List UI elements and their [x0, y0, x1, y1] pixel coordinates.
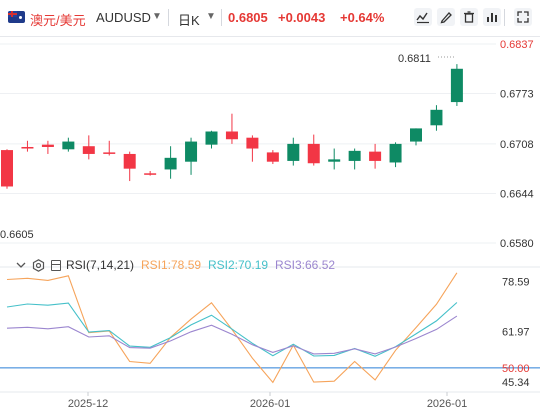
x-tick-label: 2026-01 [427, 398, 467, 410]
bar-chart-icon[interactable] [483, 8, 501, 26]
rsi-series-line-rsi2 [6, 302, 458, 357]
rsi1-legend-value: RSI1:78.59 [141, 258, 202, 272]
candle-body[interactable] [185, 141, 198, 162]
price-tick-label: 0.6580 [500, 238, 534, 250]
symbol-code[interactable]: AUDUSD [96, 10, 151, 25]
candle-body[interactable] [307, 143, 320, 164]
rsi2-legend-value: RSI2:70.19 [208, 258, 269, 272]
gear-icon[interactable] [32, 259, 45, 272]
candle-body[interactable] [328, 159, 341, 162]
rsi3-legend-value: RSI3:66.52 [275, 258, 336, 272]
rsi-tick-label: 61.97 [502, 327, 530, 339]
fullscreen-icon[interactable] [514, 8, 532, 26]
candle-body[interactable] [62, 141, 75, 150]
candle-body[interactable] [1, 150, 13, 187]
divider [168, 9, 169, 26]
price-tick-label: 0.6837 [500, 39, 534, 51]
price-tick-label: 0.6644 [500, 188, 534, 200]
x-tick-label: 2026-01 [250, 398, 290, 410]
candle-body[interactable] [389, 143, 402, 163]
last-price: 0.6805 [228, 10, 268, 25]
rsi-series-line-rsi3 [6, 315, 458, 355]
price-tick-label: 0.6773 [500, 89, 534, 101]
candle-body[interactable] [144, 173, 157, 175]
candle-body[interactable] [410, 128, 422, 142]
eye-icon[interactable] [14, 259, 28, 271]
symbol-name[interactable]: 澳元/美元 [30, 13, 86, 28]
candle-body[interactable] [287, 143, 300, 161]
rsi-tick-label: 78.59 [502, 276, 530, 288]
candle-body[interactable] [430, 109, 443, 126]
rsi-tick-label: 45.34 [502, 377, 530, 389]
divider [221, 9, 222, 26]
trash-icon[interactable] [460, 8, 478, 26]
panel-icon[interactable] [51, 260, 61, 271]
chevron-down-icon[interactable]: ▼ [152, 11, 162, 22]
divider [504, 9, 505, 26]
candle-body[interactable] [266, 152, 279, 162]
candle-body[interactable] [21, 146, 34, 149]
rsi-tick-label: 50.00 [502, 363, 530, 375]
line-chart-icon[interactable] [414, 8, 432, 26]
rsi-title: RSI(7,14,21) [66, 258, 135, 272]
chevron-down-icon[interactable]: ▼ [206, 11, 216, 22]
price-change-percent: +0.64% [340, 10, 385, 25]
chart-header: 澳元/美元 AUDUSD ▼ 日K ▼ 0.6805 +0.0043 +0.64… [0, 0, 540, 37]
price-tick-label: 0.6708 [500, 139, 534, 151]
candle-body[interactable] [450, 68, 463, 103]
candle-body[interactable] [41, 144, 54, 147]
rsi-legend: RSI(7,14,21) RSI1:78.59 RSI2:70.19 RSI3:… [0, 256, 540, 274]
candle-body[interactable] [369, 151, 382, 161]
candle-body[interactable] [123, 153, 136, 169]
high-price-annotation: 0.6811 [398, 53, 431, 65]
australia-flag-icon [8, 11, 25, 23]
x-tick-label: 2025-12 [68, 398, 108, 410]
candle-body[interactable] [103, 152, 116, 154]
candle-body[interactable] [225, 131, 238, 140]
candle-body[interactable] [348, 150, 361, 161]
low-price-annotation: 0.6605 [0, 229, 34, 241]
candle-body[interactable] [164, 157, 177, 170]
candle-body[interactable] [82, 146, 95, 154]
candle-body[interactable] [246, 137, 259, 149]
rsi-series-line-rsi1 [6, 272, 458, 384]
pen-icon[interactable] [437, 8, 455, 26]
period-selector[interactable]: 日K [178, 13, 200, 28]
price-change: +0.0043 [278, 10, 326, 25]
candle-body[interactable] [205, 131, 218, 145]
